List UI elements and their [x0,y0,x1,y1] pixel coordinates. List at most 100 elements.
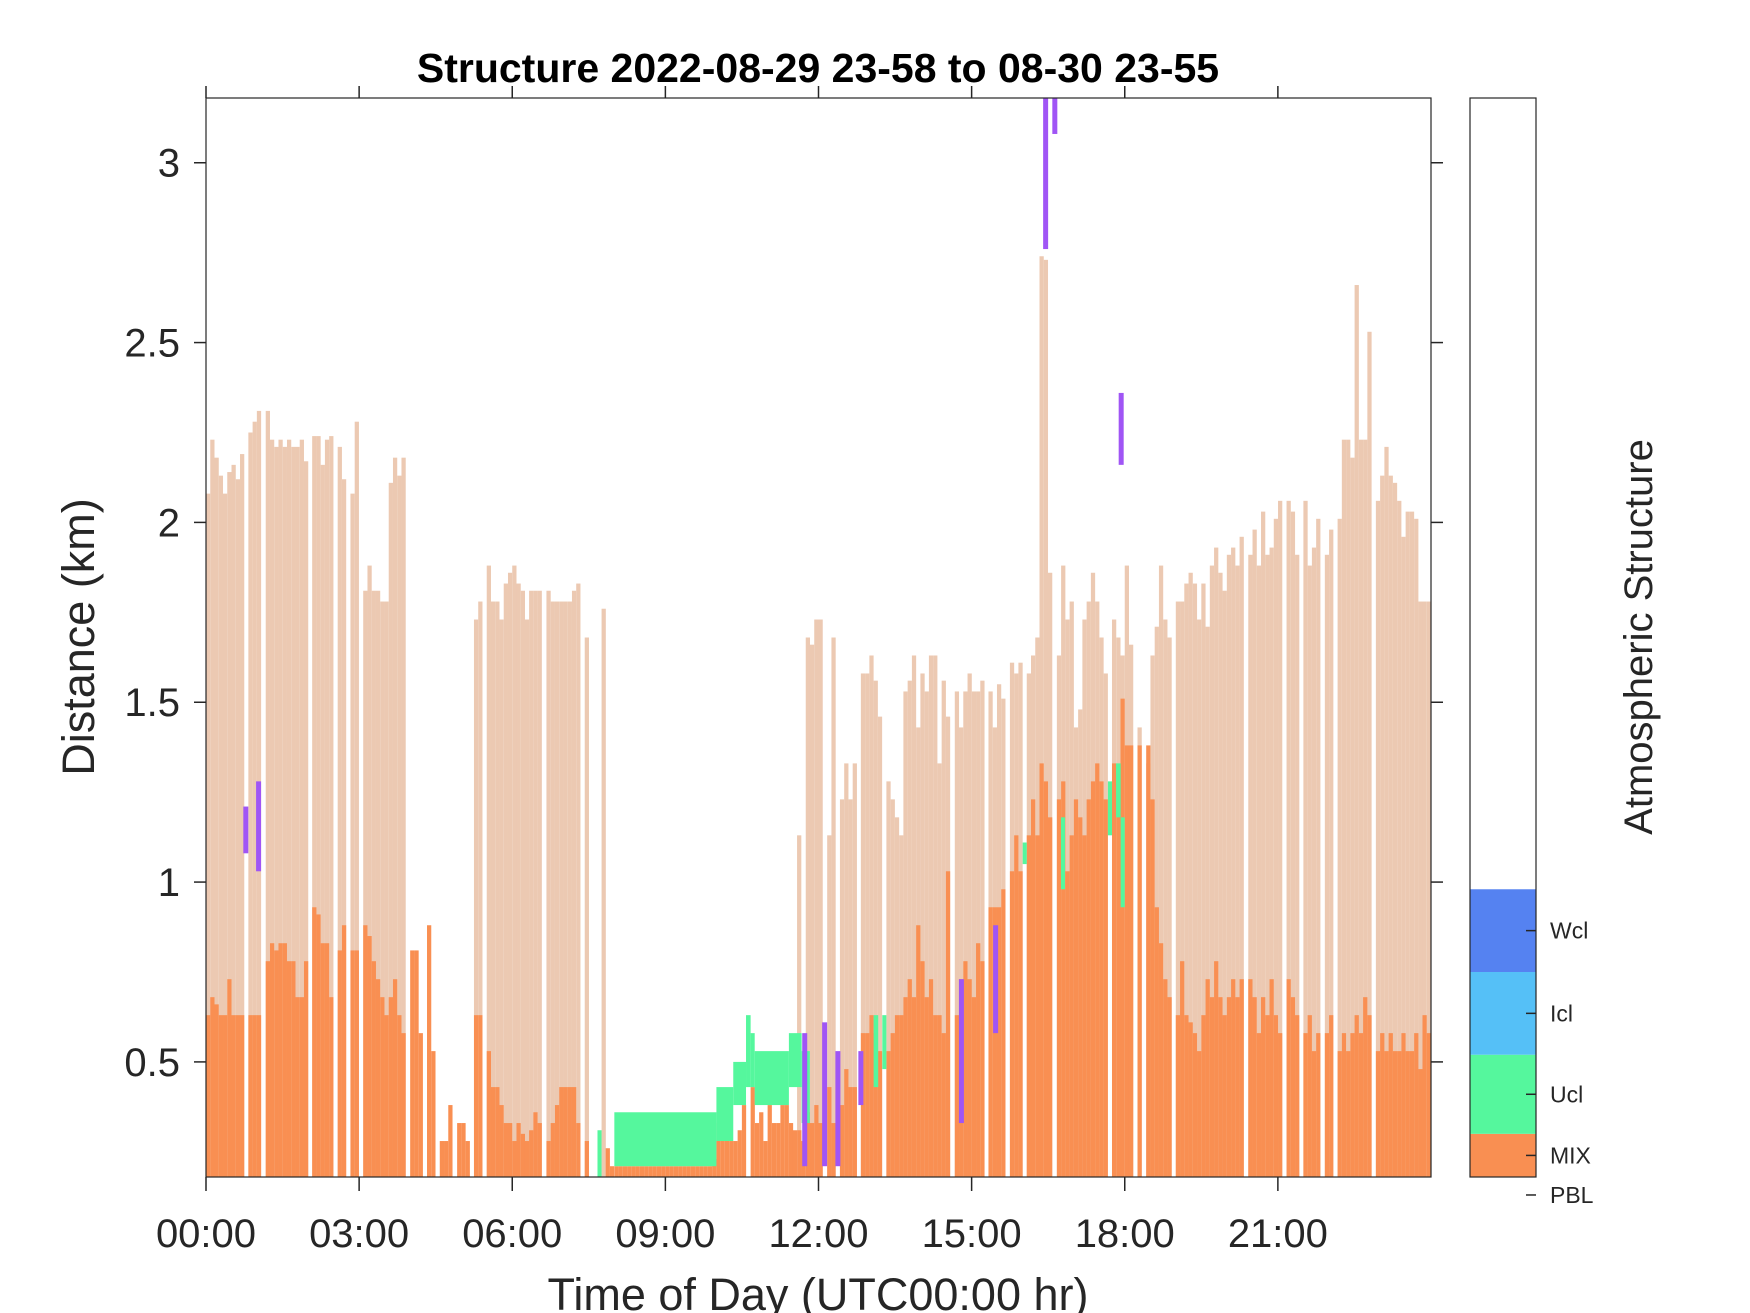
mix-bar [576,1123,581,1177]
mix-bar [903,997,908,1177]
pbl-bar [1311,547,1317,1177]
pbl-bar [559,601,564,1177]
mix-bar [512,1141,517,1177]
pbl-layer [206,256,1431,1178]
mix-bar [375,979,381,1177]
mix-bar [1073,799,1079,1177]
pbl-bar [265,410,270,1177]
mix-bar [1180,961,1185,1177]
ucl-bar [882,1015,887,1070]
mix-bar [529,1130,534,1177]
mix-bar [920,961,925,1177]
mix-bar [1307,1015,1312,1177]
mix-bar [652,1166,657,1177]
mix-bar [907,979,912,1177]
mix-bar [648,1166,653,1177]
ucl-bar [754,1051,789,1106]
mix-bar [818,1123,823,1177]
pbl-bar [1154,626,1159,1177]
pbl-bar [971,691,977,1177]
mix-bar [1405,1051,1410,1177]
ucl-bar [746,1015,751,1088]
mix-bar [894,1015,900,1177]
mix-bar [937,1015,942,1177]
pbl-bar [218,475,224,1177]
mix-bar [954,1015,960,1177]
mix-bar [410,950,415,1177]
ucl-bar [614,1112,717,1167]
mix-bar [873,1033,878,1177]
mix-bar [1099,781,1104,1177]
pbl-bar [286,439,292,1177]
mix-bar [563,1087,568,1177]
pbl-bar [1307,565,1312,1177]
pbl-bar [380,601,385,1177]
colorbar-tick-label: MIX [1550,1142,1591,1168]
pbl-bar [354,421,359,1177]
ucl-bar [597,1130,602,1177]
x-axis: 00:00 03:00 06:00 09:00 12:00 15:00 18:00 21:00 [156,86,1328,1256]
pbl-bar [831,637,836,1177]
mix-bar [291,961,296,1177]
mix-bar [924,997,929,1177]
pbl-bar [1218,572,1223,1177]
pbl-bar [1295,554,1300,1177]
mix-bar [444,1141,449,1177]
mix-bar [741,1105,747,1177]
mix-bar [809,1123,815,1177]
mix-bar [1209,997,1215,1177]
pbl-bar [1290,511,1296,1177]
mix-bar [567,1087,572,1177]
mix-bar [1261,997,1266,1177]
mix-bar [495,1087,500,1177]
mix-bar [788,1123,794,1177]
mix-bar [839,1105,845,1177]
pbl-bar [520,590,525,1177]
mix-bar [1078,817,1083,1177]
pbl-bar [295,446,300,1177]
pbl-bar [324,439,330,1177]
mix-bar [976,943,981,1177]
mix-bar [682,1166,687,1177]
mix-bar [1116,781,1121,1177]
mix-bar [1214,961,1219,1177]
mix-bar [622,1166,628,1177]
pbl-bar [601,608,606,1177]
mix-bar [1252,997,1257,1177]
mix-bar [980,961,985,1177]
mix-bar [1111,763,1117,1177]
pbl-bar [924,691,929,1177]
mix-bar [941,1033,946,1177]
pbl-bar [1346,439,1351,1177]
pbl-bar [1192,583,1198,1177]
mix-bar [1150,799,1155,1177]
pbl-bar [1329,529,1334,1177]
mix-bar [605,1148,610,1177]
pbl-bar [546,590,551,1177]
pbl-bar [1248,554,1253,1177]
pbl-bar [860,673,866,1177]
pbl-bar [1209,565,1215,1177]
mix-bar [971,997,977,1177]
x-tick-label: 21:00 [1228,1212,1328,1256]
mix-bar [877,1051,883,1177]
mix-bar [661,1166,666,1177]
colorbar-ticks: PBLMIXUclIclWclUasSasAas [1526,918,1594,1208]
ucl-bar [1116,763,1121,818]
mix-bar [1235,997,1240,1177]
mix-bar [1188,1022,1193,1177]
mix-bar [644,1166,649,1177]
mix-bar [1303,1033,1308,1177]
mix-bar [1380,1033,1385,1177]
mix-bar [312,907,317,1177]
pbl-bar [1426,601,1431,1177]
pbl-bar [1401,536,1406,1177]
pbl-bar [873,680,878,1177]
ucl-bar [716,1087,734,1142]
mix-bar [631,1166,636,1177]
mix-bar [699,1166,704,1177]
mix-bar [227,979,232,1177]
pbl-bar [473,619,479,1177]
mix-bar [1039,763,1044,1177]
mix-bar [231,1015,236,1177]
